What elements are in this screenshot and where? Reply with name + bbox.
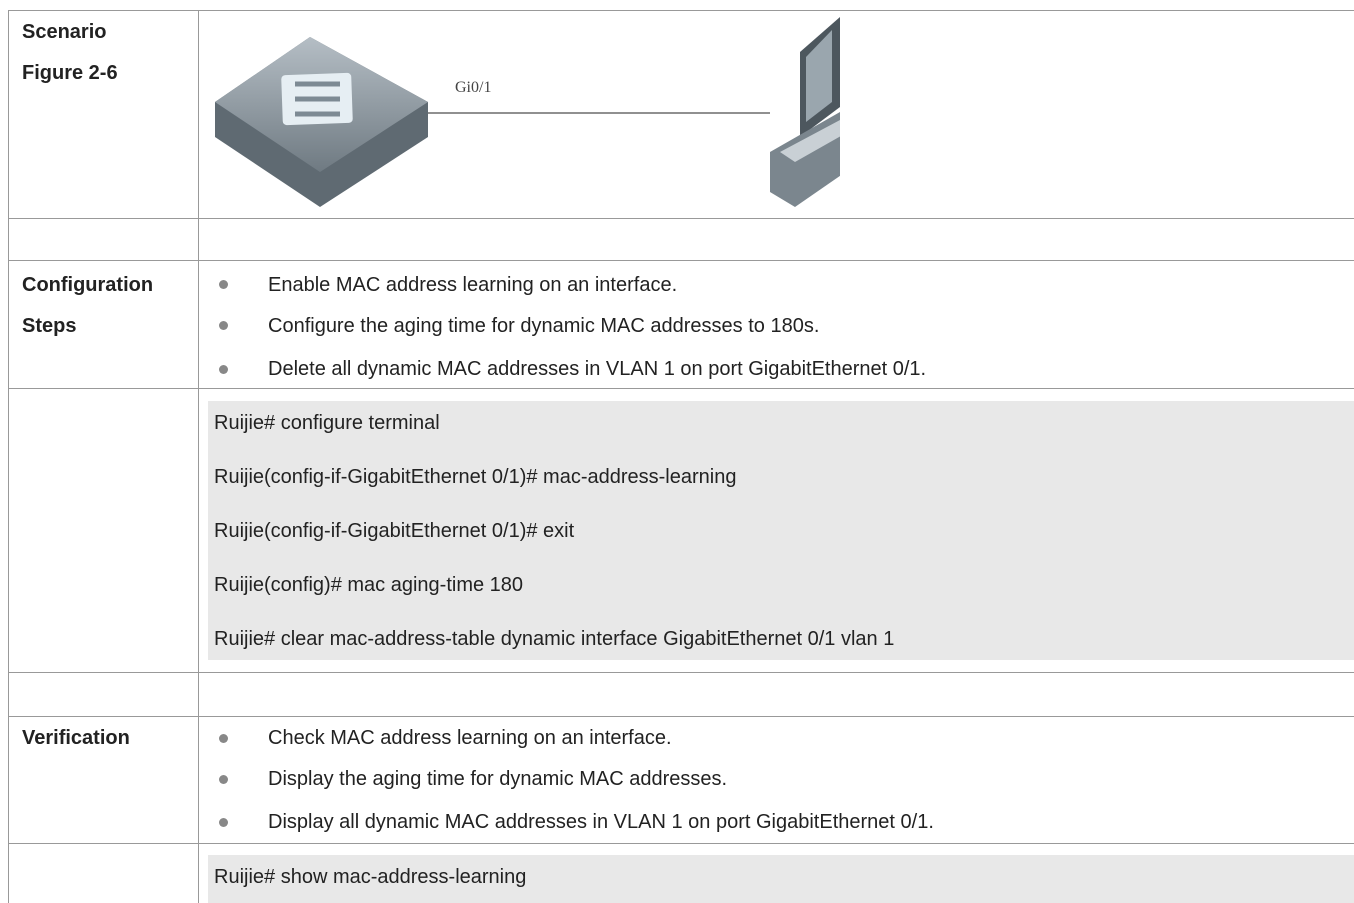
row-label: Figure 2-6 [22, 62, 118, 84]
rule [8, 716, 1354, 717]
switch-arrows [295, 81, 340, 117]
rule [8, 388, 1354, 389]
code-block [208, 855, 1354, 903]
rule [8, 260, 1354, 261]
rule [198, 10, 199, 903]
code-block [208, 401, 1354, 660]
topology-figure: Gi0/1 [215, 17, 840, 207]
bullet [219, 280, 228, 289]
laptop-display [806, 30, 832, 122]
step: Display the aging time for dynamic MAC a… [268, 768, 728, 790]
bullet [219, 365, 228, 374]
bullet [219, 734, 228, 743]
step: Enable MAC address learning on an interf… [268, 274, 678, 296]
bullet [219, 775, 228, 784]
step: Delete all dynamic MAC addresses in VLAN… [268, 358, 927, 380]
bullet [219, 818, 228, 827]
rule [8, 10, 1354, 11]
step: Check MAC address learning on an interfa… [268, 727, 672, 749]
row-label: Configuration [22, 274, 154, 296]
rule [8, 843, 1354, 844]
command: Ruijie(config)# mac aging-time 180 [214, 574, 524, 596]
rule [8, 672, 1354, 673]
rule [8, 10, 9, 903]
step: Display all dynamic MAC addresses in VLA… [268, 811, 934, 833]
row-label: Steps [22, 315, 77, 337]
command: Ruijie# configure terminal [214, 412, 440, 434]
command: Ruijie# show mac-address-learning [214, 866, 527, 888]
row-label: Verification [22, 727, 130, 749]
bullet [219, 321, 228, 330]
command: Ruijie# clear mac-address-table dynamic … [214, 628, 895, 650]
rule [8, 218, 1354, 219]
command: Ruijie(config-if-GigabitEthernet 0/1)# e… [214, 520, 575, 542]
laptop-keyboard [780, 120, 840, 162]
row-label: Scenario [22, 21, 107, 43]
step: Configure the aging time for dynamic MAC… [268, 315, 820, 337]
port-label: Gi0/1 [455, 79, 491, 96]
command: Ruijie(config-if-GigabitEthernet 0/1)# m… [214, 466, 737, 488]
